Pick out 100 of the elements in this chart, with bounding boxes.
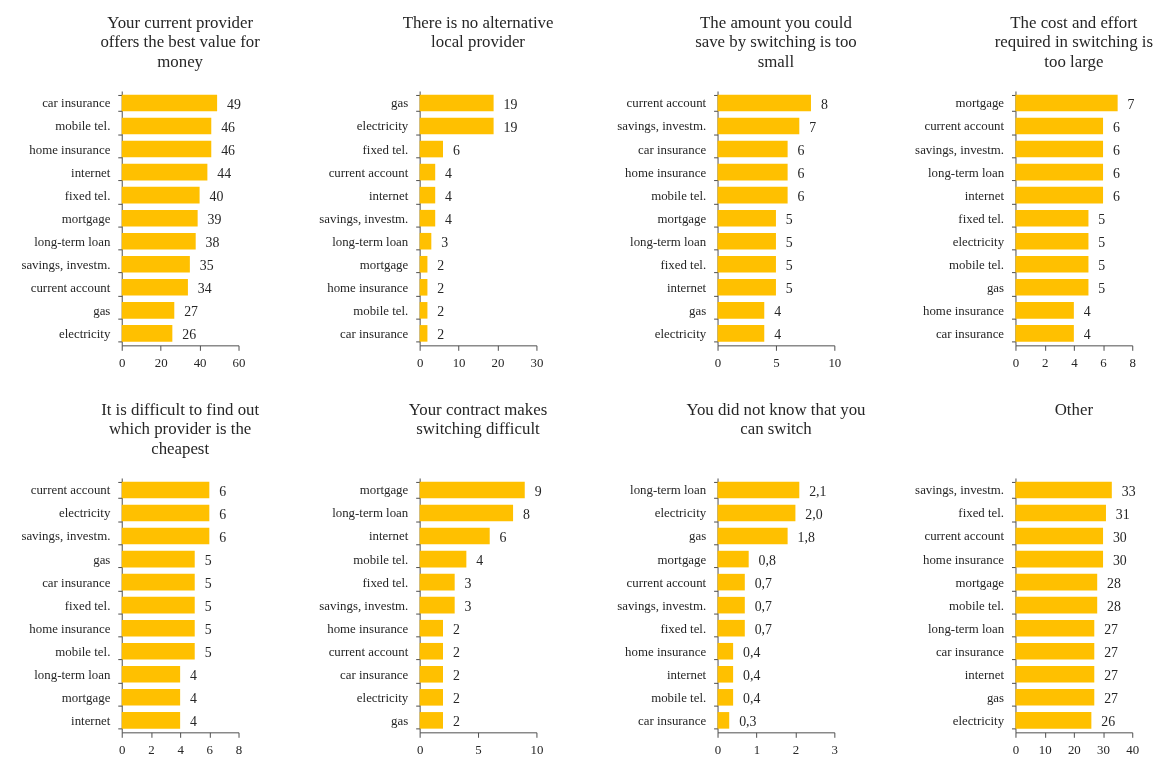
y-tick-label: long-term loan — [34, 234, 111, 249]
x-tick-label: 0 — [714, 742, 722, 757]
y-tick-label: car insurance — [340, 326, 409, 341]
y-tick-label: home insurance — [327, 280, 409, 295]
y-tick-label: long-term loan — [332, 234, 409, 249]
bar — [121, 504, 210, 522]
bar — [419, 642, 443, 660]
bar — [717, 504, 796, 522]
y-tick-label: mobile tel. — [949, 598, 1005, 613]
y-tick-label: savings, investm. — [617, 598, 707, 613]
bar — [121, 619, 195, 637]
bar — [1015, 94, 1118, 112]
bar — [121, 596, 195, 614]
data-label: 5 — [785, 281, 793, 297]
bar — [717, 573, 745, 591]
data-label: 0,7 — [754, 599, 773, 615]
x-tick-label: 30 — [530, 355, 544, 370]
data-label: 40 — [209, 189, 224, 205]
bar — [1015, 504, 1106, 522]
y-tick-label: mortgage — [955, 575, 1005, 590]
y-tick-label: fixed tel. — [660, 621, 707, 636]
chart-title: Your current provider offers the best value for money — [100, 12, 261, 72]
data-label: 27 — [1104, 668, 1119, 684]
y-tick-label: gas — [689, 303, 707, 318]
data-label: 2 — [437, 327, 445, 343]
bar — [717, 596, 745, 614]
bar — [419, 302, 428, 319]
y-tick-label: current account — [30, 280, 111, 295]
y-tick-label: home insurance — [625, 644, 707, 659]
x-tick-label: 40 — [193, 355, 207, 370]
y-tick-label: current account — [328, 165, 409, 180]
y-tick-label: long-term loan — [928, 621, 1005, 636]
bar — [121, 302, 175, 319]
bar — [419, 665, 443, 683]
bar — [717, 140, 788, 158]
y-tick-label: internet — [666, 280, 707, 295]
data-label: 7 — [809, 119, 817, 135]
data-label: 5 — [1098, 258, 1106, 274]
y-tick-label: long-term loan — [34, 667, 111, 682]
y-tick-label: electricity — [654, 506, 707, 521]
data-label: 6 — [797, 189, 805, 205]
y-tick-label: gas — [689, 529, 707, 544]
bar — [121, 325, 173, 342]
bar — [717, 665, 734, 683]
data-label: 5 — [204, 622, 212, 638]
data-label: 4 — [445, 212, 453, 228]
data-label: 0,8 — [758, 553, 776, 569]
y-tick-label: electricity — [654, 326, 707, 341]
y-tick-label: home insurance — [29, 621, 111, 636]
bar — [121, 665, 181, 683]
bar — [717, 279, 776, 296]
y-tick-label: home insurance — [625, 165, 707, 180]
chart-title: You did not know that you can switch — [686, 399, 867, 439]
y-tick-label: car insurance — [637, 142, 707, 157]
bar — [1015, 209, 1089, 227]
bar — [717, 232, 776, 250]
bar — [121, 255, 190, 273]
bar — [717, 163, 788, 181]
bar — [419, 689, 443, 706]
y-tick-label: electricity — [952, 713, 1005, 728]
y-tick-label: savings, investm. — [915, 483, 1005, 498]
data-label: 39 — [207, 212, 222, 228]
y-tick-label: mortgage — [359, 483, 409, 498]
data-label: 0,4 — [743, 691, 761, 707]
y-tick-label: mobile tel. — [353, 303, 409, 318]
x-tick-label: 20 — [491, 355, 505, 370]
x-tick-label: 2 — [148, 742, 155, 757]
x-tick-label: 2 — [792, 742, 800, 757]
y-tick-label: car insurance — [340, 667, 409, 682]
y-tick-label: gas — [986, 690, 1005, 705]
bar — [1015, 117, 1104, 135]
y-tick-label: current account — [626, 575, 707, 590]
x-tick-label: 20 — [154, 355, 168, 370]
data-label: 0,4 — [743, 645, 761, 661]
bar — [121, 163, 208, 181]
y-tick-label: current account — [924, 529, 1005, 544]
data-label: 27 — [184, 304, 199, 320]
bar — [717, 117, 800, 135]
x-tick-label: 5 — [773, 355, 780, 370]
data-label: 2 — [452, 668, 460, 684]
x-tick-label: 10 — [530, 742, 544, 757]
bar — [1015, 140, 1104, 158]
data-label: 5 — [1098, 212, 1106, 228]
y-tick-label: electricity — [952, 234, 1005, 249]
y-tick-label: internet — [71, 713, 111, 728]
chart-title: It is difficult to find out which provider is the cheapest — [101, 399, 260, 459]
data-label: 27 — [1104, 645, 1119, 661]
y-tick-label: current account — [328, 644, 409, 659]
bar — [1015, 255, 1089, 273]
y-tick-label: mortgage — [657, 211, 707, 226]
data-label: 5 — [204, 576, 212, 592]
chart-title: The cost and effort required in switching is too large — [994, 12, 1153, 72]
data-label: 6 — [1112, 166, 1120, 182]
y-tick-label: mobile tel. — [949, 257, 1005, 272]
data-label: 26 — [1101, 714, 1116, 730]
bar — [1015, 186, 1104, 204]
data-label: 4 — [190, 691, 198, 707]
data-label: 28 — [1107, 599, 1122, 615]
bar — [1015, 712, 1092, 729]
data-label: 2 — [452, 714, 460, 730]
